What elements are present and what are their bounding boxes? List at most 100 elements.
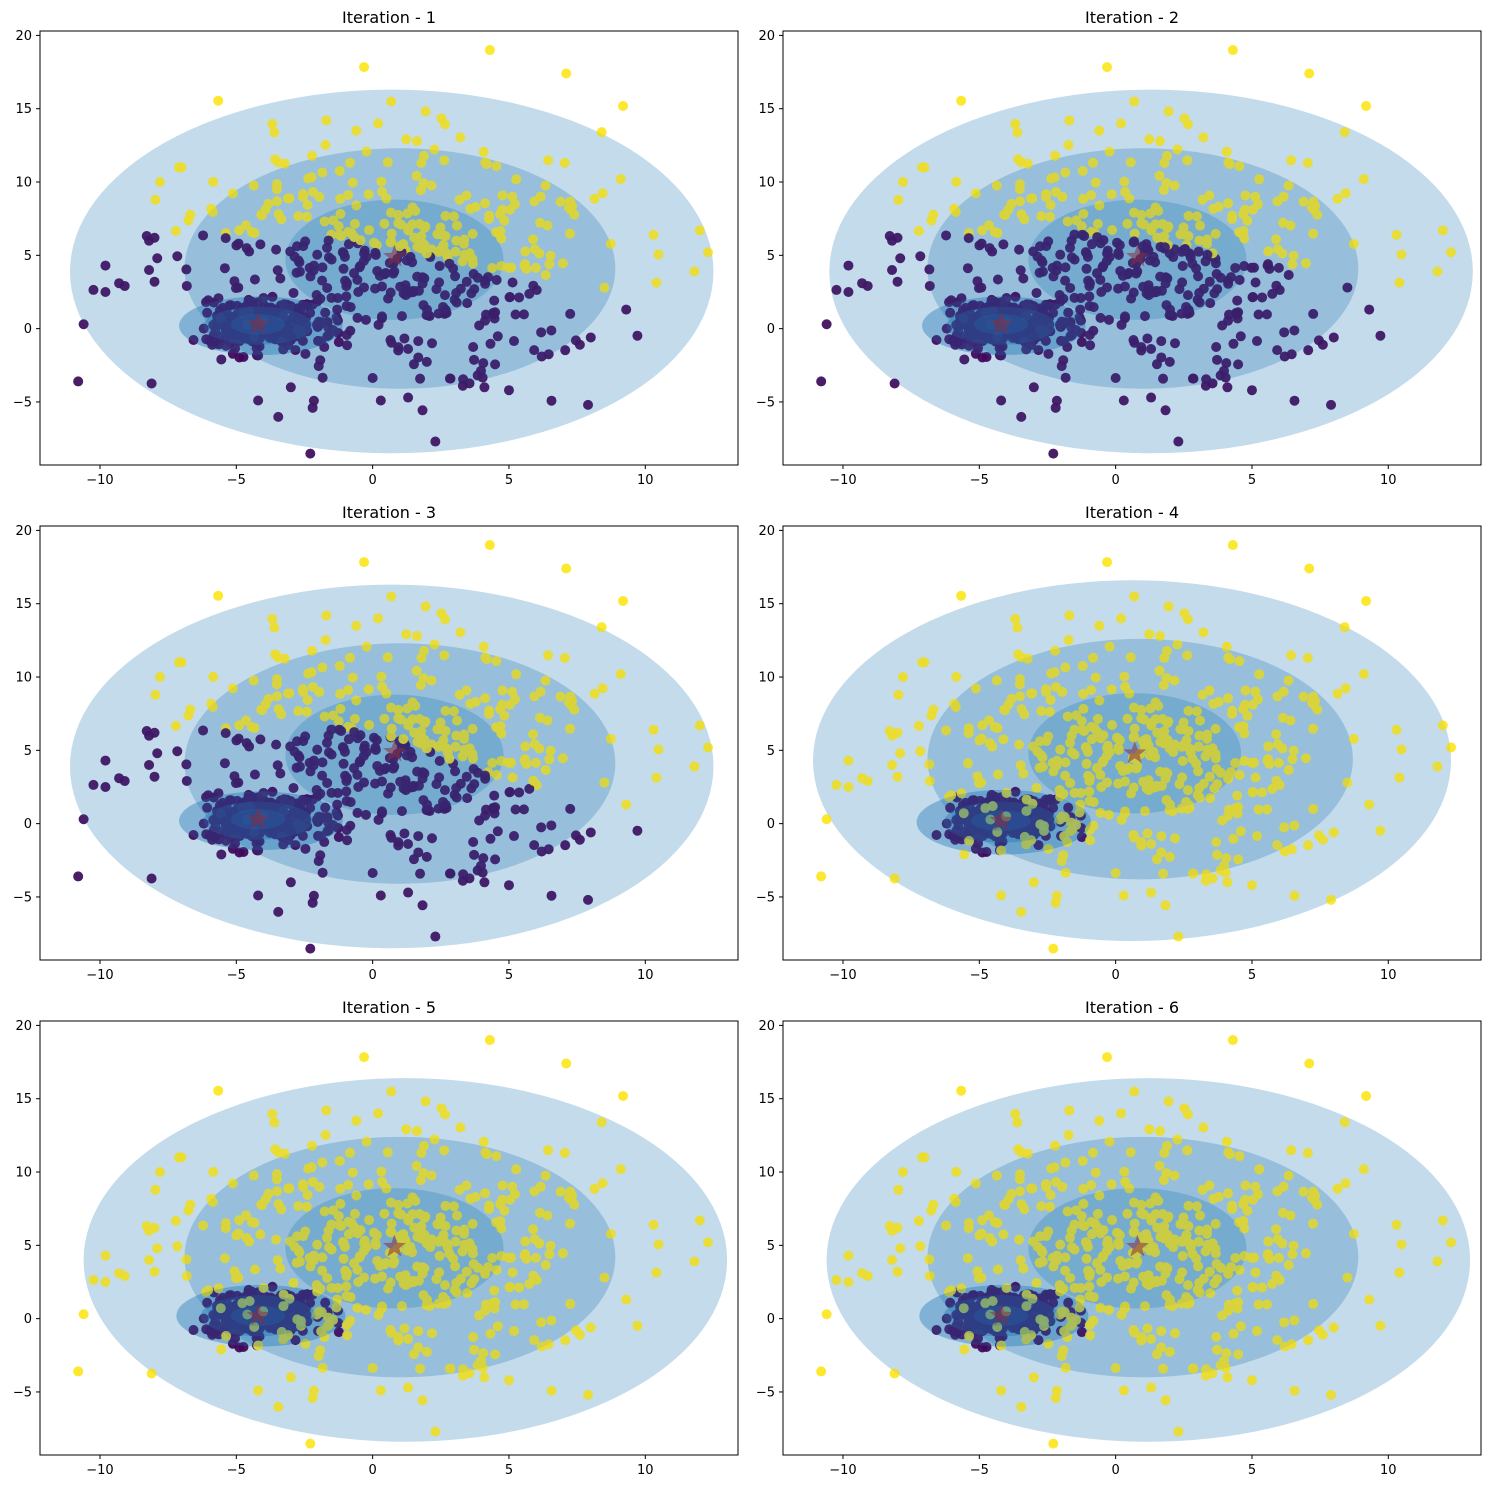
data-point: [1246, 1252, 1257, 1263]
data-point: [73, 871, 84, 882]
data-point: [1194, 730, 1205, 741]
data-point: [317, 167, 328, 178]
data-point: [508, 831, 519, 842]
data-point: [149, 727, 160, 738]
data-point: [583, 894, 594, 905]
data-point: [1059, 317, 1070, 328]
data-point: [1090, 672, 1101, 683]
data-point: [1084, 1281, 1095, 1292]
data-point: [892, 232, 903, 243]
data-point: [924, 775, 935, 786]
data-point: [1038, 820, 1049, 831]
data-point: [1043, 236, 1054, 247]
data-point: [1437, 720, 1448, 731]
data-point: [1183, 210, 1194, 221]
data-point: [534, 1238, 545, 1249]
data-point: [360, 314, 371, 325]
data-point: [1060, 262, 1071, 273]
data-point: [589, 688, 600, 699]
data-point: [1178, 222, 1189, 233]
data-point: [1078, 1183, 1089, 1194]
data-point: [1156, 1326, 1167, 1337]
data-point: [373, 118, 384, 129]
data-point: [317, 757, 328, 768]
data-point: [1283, 1260, 1294, 1270]
data-point: [998, 734, 1009, 745]
data-point: [1202, 744, 1213, 755]
data-point: [1161, 178, 1172, 189]
data-point: [977, 352, 988, 363]
axes-frame: [39, 1020, 739, 1456]
data-point: [420, 601, 431, 612]
data-point: [328, 1205, 339, 1216]
data-point: [1151, 359, 1162, 370]
data-point: [1202, 234, 1213, 245]
data-point: [459, 1239, 470, 1250]
data-point: [1097, 262, 1108, 273]
data-point: [403, 343, 414, 354]
data-point: [1154, 170, 1165, 181]
data-point: [314, 686, 325, 697]
data-point: [1396, 744, 1407, 755]
data-point: [233, 733, 244, 744]
data-point: [545, 1240, 556, 1251]
data-point: [241, 828, 252, 839]
data-point: [389, 761, 400, 772]
data-point: [574, 1329, 585, 1340]
data-point: [1146, 838, 1157, 849]
data-point: [1114, 735, 1125, 746]
data-point: [272, 760, 283, 771]
data-point: [1097, 757, 1108, 768]
data-point: [248, 180, 259, 191]
subplot-title: Iteration - 6: [1085, 998, 1179, 1017]
data-point: [458, 869, 469, 880]
data-point: [1209, 1278, 1220, 1289]
data-point: [479, 1372, 490, 1383]
data-point: [1085, 340, 1096, 351]
data-point: [1160, 405, 1171, 416]
data-point: [276, 336, 287, 347]
data-point: [1230, 308, 1241, 319]
data-point: [221, 1330, 232, 1341]
data-point: [1084, 796, 1095, 807]
data-point: [272, 265, 283, 276]
data-point: [510, 309, 521, 320]
data-point: [1055, 744, 1066, 755]
data-point: [1014, 1234, 1025, 1245]
data-point: [1110, 867, 1121, 878]
cluster-center-star-icon: [383, 244, 406, 267]
data-point: [1028, 741, 1039, 752]
data-point: [359, 1052, 370, 1063]
data-point: [1085, 1268, 1096, 1279]
data-point: [1289, 820, 1300, 831]
data-point: [360, 809, 371, 820]
data-point: [559, 1147, 570, 1158]
data-point: [1326, 894, 1337, 905]
data-point: [1257, 1282, 1268, 1293]
data-point: [1163, 221, 1174, 232]
data-point: [977, 1342, 988, 1353]
data-point: [230, 1273, 241, 1284]
data-point: [1246, 385, 1257, 396]
data-point: [514, 787, 525, 798]
data-point: [170, 225, 181, 236]
data-point: [931, 334, 942, 345]
data-point: [427, 1328, 438, 1339]
data-point: [213, 95, 224, 106]
data-point: [219, 758, 230, 769]
data-point: [1326, 399, 1337, 410]
data-point: [1234, 656, 1245, 667]
data-point: [924, 280, 935, 291]
data-point: [949, 698, 960, 709]
data-point: [543, 650, 554, 661]
data-point: [1263, 741, 1274, 752]
data-point: [632, 825, 643, 836]
data-point: [183, 710, 194, 721]
data-point: [297, 1179, 308, 1190]
data-point: [1198, 132, 1209, 143]
data-point: [1227, 214, 1238, 225]
data-point: [231, 824, 242, 835]
x-tick-label: 0: [1112, 473, 1120, 488]
